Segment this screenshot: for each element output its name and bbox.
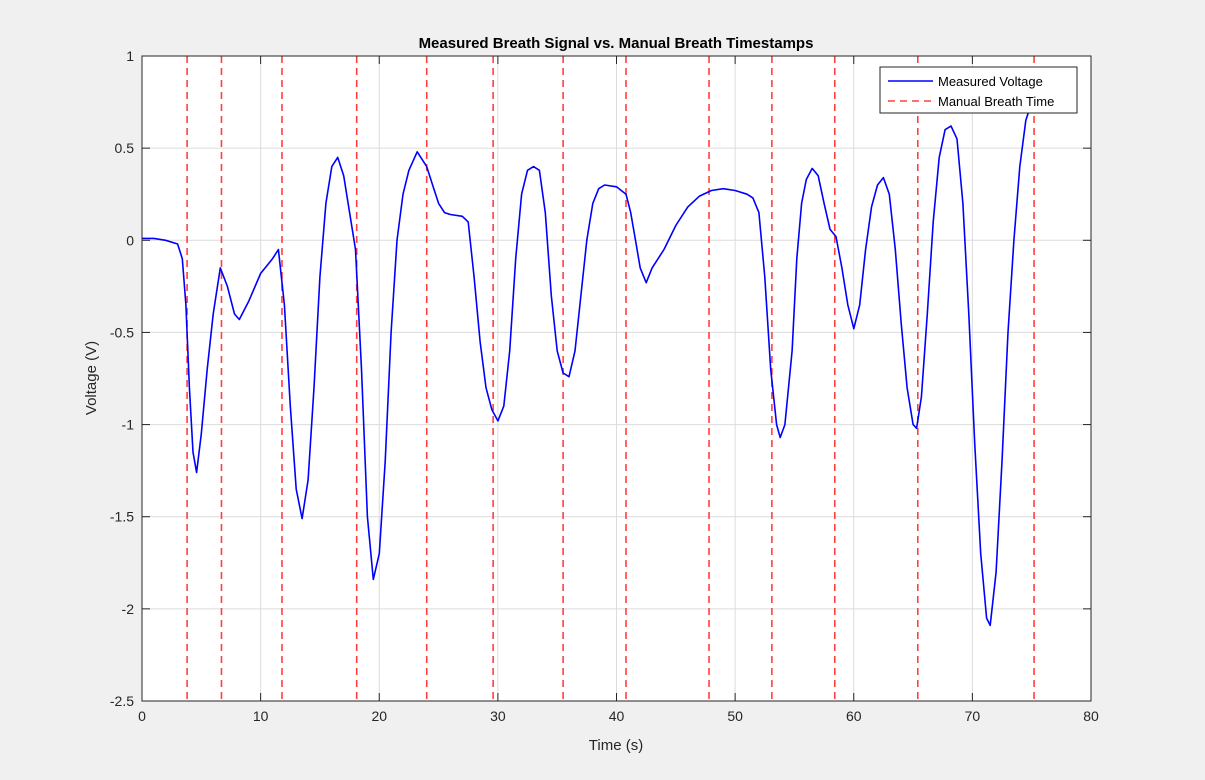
y-tick-label: 0 — [126, 232, 134, 248]
y-tick-label: -1.5 — [110, 509, 134, 525]
y-axis-label: Voltage (V) — [83, 341, 100, 415]
x-tick-label: 20 — [371, 708, 387, 724]
y-tick-label: -0.5 — [110, 324, 134, 340]
chart-title: Measured Breath Signal vs. Manual Breath… — [419, 35, 814, 52]
x-tick-label: 10 — [253, 708, 269, 724]
x-tick-label: 30 — [490, 708, 506, 724]
y-tick-label: 1 — [126, 48, 134, 64]
tick-layer: 0 10 20 30 40 50 60 70 80 1 0.5 0 -0.5 -1 -1.5 -2 -2.5 — [110, 48, 1099, 724]
x-tick-label: 70 — [965, 708, 981, 724]
legend: Measured Voltage Manual Breath Time — [879, 66, 1078, 114]
legend-label-measured-voltage: Measured Voltage — [938, 74, 1043, 89]
y-tick-label: -1 — [122, 417, 135, 433]
x-axis-label: Time (s) — [589, 737, 643, 754]
x-tick-label: 50 — [727, 708, 743, 724]
measured-voltage-line — [142, 101, 1033, 627]
y-tick-label: -2 — [122, 601, 135, 617]
x-tick-label: 80 — [1083, 708, 1099, 724]
x-tick-label: 60 — [846, 708, 862, 724]
y-tick-label: -2.5 — [110, 693, 134, 709]
x-tick-label: 40 — [609, 708, 625, 724]
legend-label-manual-breath-time: Manual Breath Time — [938, 94, 1054, 109]
data-layer — [142, 56, 1035, 701]
legend-box — [879, 66, 1078, 114]
y-tick-label: 0.5 — [115, 140, 135, 156]
x-tick-label: 0 — [138, 708, 146, 724]
